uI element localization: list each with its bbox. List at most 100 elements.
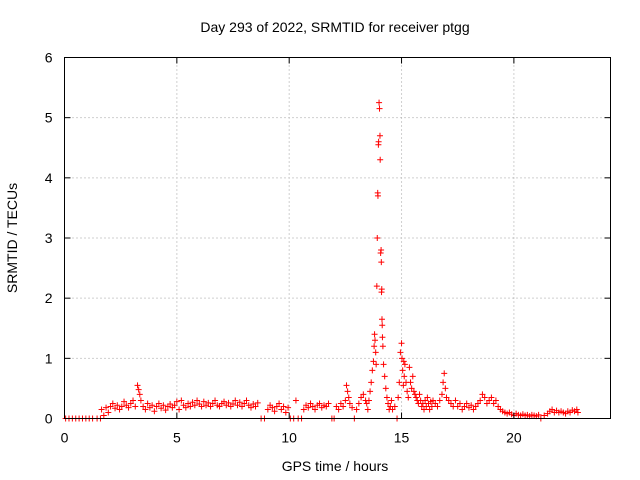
data-point [436, 397, 443, 404]
data-point [413, 394, 420, 401]
data-point [495, 403, 502, 410]
data-point [492, 397, 499, 404]
data-point [378, 286, 385, 293]
data-point [230, 401, 237, 408]
data-point [114, 402, 121, 409]
data-point [292, 397, 299, 404]
data-point [137, 397, 144, 404]
data-point [116, 406, 123, 413]
data-point [252, 403, 259, 410]
data-point [405, 394, 412, 401]
data-point [372, 349, 379, 356]
data-point [198, 403, 205, 410]
data-point [404, 388, 411, 395]
data-point [378, 316, 385, 323]
data-point [573, 406, 580, 413]
data-point [236, 399, 243, 406]
data-point [490, 400, 497, 407]
data-point [132, 403, 139, 410]
data-point [349, 404, 356, 411]
data-point [200, 398, 207, 405]
data-point [264, 406, 271, 413]
x-tick-label: 15 [394, 430, 410, 446]
data-point [395, 394, 402, 401]
data-point [271, 408, 278, 415]
y-tick-label: 1 [45, 350, 53, 366]
data-point [432, 400, 439, 407]
data-point [209, 400, 216, 407]
data-point [135, 386, 142, 393]
data-point [355, 400, 362, 407]
data-point [144, 400, 151, 407]
data-point [396, 379, 403, 386]
data-point [440, 379, 447, 386]
data-point [381, 373, 388, 380]
data-point [333, 403, 340, 410]
data-point [367, 388, 374, 395]
grid [64, 57, 611, 419]
data-point [345, 394, 352, 401]
data-point [472, 403, 479, 410]
data-point [421, 406, 428, 413]
data-point [160, 402, 167, 409]
data-point [549, 406, 556, 413]
data-point [422, 397, 429, 404]
data-point [282, 409, 289, 416]
data-point [342, 397, 349, 404]
data-point [419, 400, 426, 407]
data-point [254, 399, 261, 406]
data-point [385, 400, 392, 407]
data-point [344, 388, 351, 395]
data-point [107, 403, 114, 410]
data-point [300, 406, 307, 413]
y-tick-label: 4 [45, 170, 53, 186]
data-point [273, 403, 280, 410]
axis-ticks: 0 5 10 15 20 0 1 2 3 4 5 6 [45, 50, 611, 446]
data-points [62, 99, 581, 422]
y-tick-label: 5 [45, 110, 53, 126]
data-point [358, 394, 365, 401]
data-point [127, 400, 134, 407]
data-point [340, 403, 347, 410]
data-point [243, 397, 250, 404]
data-point [397, 349, 404, 356]
data-point [194, 397, 201, 404]
data-point [155, 400, 162, 407]
data-point [353, 406, 360, 413]
data-point [247, 404, 254, 411]
data-point [121, 398, 128, 405]
data-point [470, 406, 477, 413]
data-point [376, 105, 383, 112]
data-point [535, 411, 542, 418]
data-point [380, 361, 387, 368]
data-point [337, 400, 344, 407]
data-point [205, 399, 212, 406]
data-point [371, 343, 378, 350]
data-point [142, 406, 149, 413]
data-point [428, 403, 435, 410]
data-point [239, 403, 246, 410]
data-point [364, 406, 371, 413]
data-point [406, 364, 413, 371]
data-point [176, 406, 183, 413]
data-point [312, 406, 319, 413]
data-point [307, 400, 314, 407]
y-axis-label: SRMTID / TECUs [4, 183, 20, 293]
data-point [454, 403, 461, 410]
data-point [443, 394, 450, 401]
data-point [305, 404, 312, 411]
y-tick-label: 6 [45, 50, 53, 66]
data-point [541, 412, 548, 419]
data-point [438, 391, 445, 398]
data-point [118, 403, 125, 410]
data-point [278, 406, 285, 413]
data-point [185, 400, 192, 407]
data-point [158, 405, 165, 412]
data-point [112, 405, 119, 412]
data-point [140, 403, 147, 410]
data-point [343, 382, 350, 389]
data-point [382, 385, 389, 392]
data-point [474, 400, 481, 407]
data-point [216, 403, 223, 410]
data-point [232, 397, 239, 404]
